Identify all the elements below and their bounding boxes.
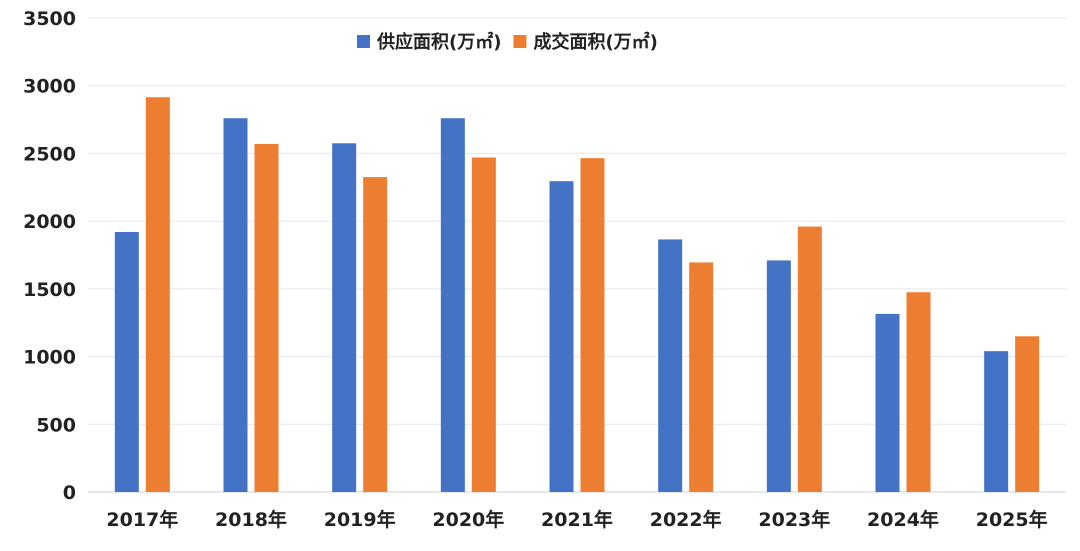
x-tick-label: 2021年 — [541, 508, 613, 531]
legend-label: 成交面积(万㎡) — [533, 31, 657, 53]
y-tick-label: 1000 — [23, 347, 76, 369]
bar-supply-2021年 — [549, 181, 574, 493]
bar-supply-2019年 — [332, 143, 357, 492]
legend-label: 供应面积(万㎡) — [376, 31, 501, 53]
bar-transaction-2017年 — [145, 97, 170, 493]
y-tick-label: 3500 — [23, 8, 76, 30]
bar-transaction-2021年 — [580, 158, 605, 492]
bar-transaction-2022年 — [689, 262, 714, 492]
y-tick-label: 3000 — [23, 76, 76, 98]
x-tick-label: 2025年 — [976, 508, 1048, 531]
x-tick-label: 2019年 — [324, 508, 396, 531]
bar-transaction-2024年 — [906, 292, 931, 492]
bar-transaction-2025年 — [1015, 336, 1040, 492]
legend-swatch — [513, 35, 527, 48]
x-tick-label: 2017年 — [106, 508, 178, 531]
y-tick-label: 1500 — [23, 279, 76, 301]
x-tick-label: 2018年 — [215, 508, 287, 531]
x-tick-label: 2020年 — [432, 508, 504, 531]
bar-transaction-2019年 — [363, 177, 388, 492]
bar-transaction-2023年 — [797, 226, 822, 492]
y-tick-label: 2000 — [23, 211, 76, 233]
y-tick-label: 2500 — [23, 143, 76, 165]
bar-supply-2018年 — [223, 118, 248, 493]
bar-transaction-2018年 — [254, 143, 279, 492]
bar-supply-2023年 — [766, 260, 791, 492]
x-axis-ticks: 2017年 2018年 2019年 2020年 2021年 2022年 2023年 2024年… — [106, 508, 1047, 531]
bar-supply-2025年 — [984, 351, 1009, 492]
gridlines — [88, 17, 1066, 493]
legend: 供应面积(万㎡) 成交面积(万㎡) — [357, 31, 658, 53]
bar-supply-2020年 — [440, 118, 465, 493]
x-tick-label: 2023年 — [758, 508, 830, 531]
legend-swatch — [357, 35, 370, 48]
y-tick-label: 0 — [63, 482, 76, 504]
x-tick-label: 2024年 — [867, 508, 939, 531]
bars — [114, 97, 1040, 493]
bar-supply-2024年 — [875, 313, 900, 492]
x-tick-label: 2022年 — [650, 508, 722, 531]
y-tick-label: 500 — [36, 414, 76, 436]
y-axis-ticks: 0 500 1000 1500 2000 2500 3000 3500 — [23, 8, 76, 504]
bar-supply-2017年 — [114, 231, 139, 492]
bar-supply-2022年 — [658, 239, 683, 492]
bar-transaction-2020年 — [471, 157, 496, 492]
